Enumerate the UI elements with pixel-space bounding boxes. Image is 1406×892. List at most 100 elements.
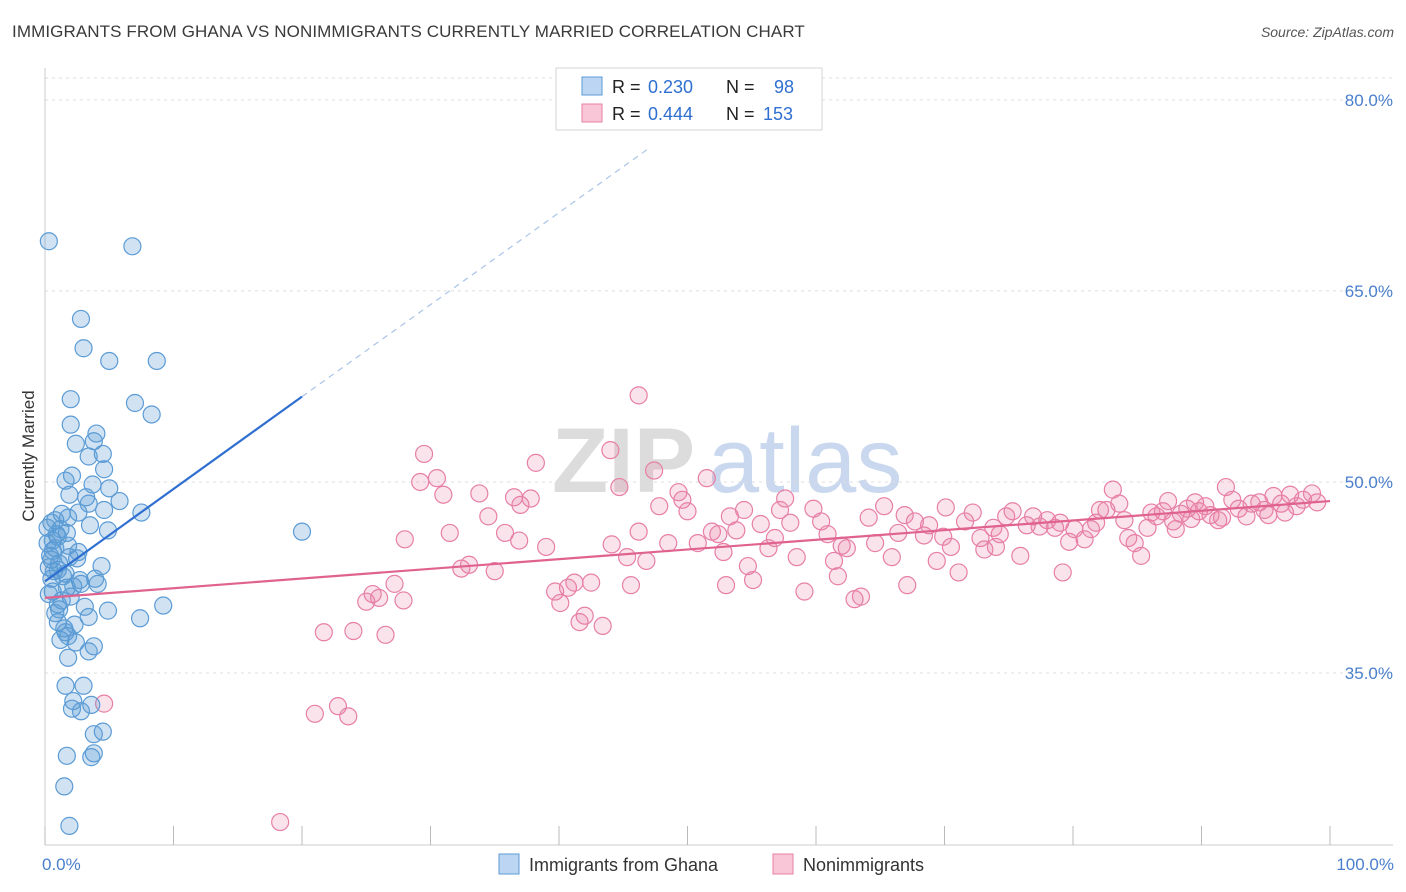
legend-r-value-nonimmigrants: 0.444 <box>648 104 693 124</box>
nonimmigrant-point <box>394 591 413 610</box>
ghana-point <box>38 518 57 537</box>
watermark-atlas: atlas <box>708 410 902 512</box>
nonimmigrants-trend-line <box>44 499 1331 599</box>
nonimmigrant-point <box>1024 507 1043 526</box>
ghana-point <box>82 695 101 714</box>
ghana-point <box>100 479 119 498</box>
ghana-points <box>38 232 312 835</box>
nonimmigrant-point <box>1053 563 1072 582</box>
ghana-point <box>79 447 98 466</box>
ghana-point <box>61 390 80 409</box>
ghana-point <box>74 676 93 695</box>
nonimmigrant-point <box>610 477 629 497</box>
nonimmigrant-point <box>659 534 678 553</box>
nonimmigrant-point <box>440 523 459 543</box>
ghana-point <box>123 237 142 256</box>
ghana-point <box>80 516 100 535</box>
legend-swatch-nonimmigrants <box>581 103 603 123</box>
y-tick-label: 65.0% <box>1345 282 1393 301</box>
nonimmigrant-point <box>866 534 885 553</box>
nonimmigrant-point <box>537 537 556 557</box>
nonimmigrant-point <box>1132 546 1151 565</box>
nonimmigrant-point <box>601 441 620 460</box>
nonimmigrant-point <box>859 508 878 527</box>
ghana-point <box>60 485 79 504</box>
nonimmigrant-point <box>905 512 925 531</box>
nonimmigrant-point <box>678 502 697 521</box>
bottom-legend-swatch-nonimmigrants <box>772 853 794 875</box>
nonimmigrant-point <box>1275 503 1295 522</box>
source-label: Source: ZipAtlas.com <box>1260 24 1394 40</box>
nonimmigrant-point <box>738 556 757 576</box>
ghana-point <box>64 577 83 596</box>
ghana-point <box>50 600 69 619</box>
ghana-point <box>66 434 85 453</box>
nonimmigrant-point <box>673 490 692 509</box>
nonimmigrant-point <box>832 536 851 555</box>
nonimmigrant-point <box>510 531 529 550</box>
nonimmigrant-point <box>621 576 641 595</box>
nonimmigrant-point <box>370 588 389 607</box>
ghana-point <box>55 777 74 796</box>
x-ticks <box>44 826 1331 845</box>
ghana-point <box>39 232 58 251</box>
nonimmigrant-point <box>709 525 728 544</box>
ghana-point <box>41 546 60 565</box>
nonimmigrant-point <box>776 489 795 508</box>
ghana-point <box>79 607 98 627</box>
nonimmigrant-point <box>602 535 621 554</box>
nonimmigrant-point <box>521 489 540 508</box>
legend-r-value-ghana: 0.230 <box>648 77 693 97</box>
ghana-point <box>65 615 84 634</box>
x-tick-label-max: 100.0% <box>1336 855 1394 874</box>
nonimmigrant-point <box>376 625 395 644</box>
ghana-point <box>75 597 94 616</box>
nonimmigrant-point <box>875 497 894 516</box>
nonimmigrant-point <box>1185 493 1205 512</box>
nonimmigrant-point <box>949 563 968 582</box>
nonimmigrant-point <box>963 503 982 522</box>
nonimmigrant-point <box>650 497 669 516</box>
legend-n-label-nonimmigrants: N = <box>726 104 755 124</box>
nonimmigrant-point <box>986 537 1006 557</box>
nonimmigrant-point <box>716 576 736 595</box>
nonimmigrant-point <box>751 514 770 534</box>
ghana-point <box>71 702 91 721</box>
nonimmigrant-point <box>618 548 637 567</box>
ghana-point <box>56 471 75 490</box>
ghana-point <box>130 609 150 628</box>
nonimmigrant-point <box>824 551 844 571</box>
ghana-point <box>57 746 76 765</box>
nonimmigrant-point <box>271 812 290 832</box>
nonimmigrant-point <box>781 513 800 532</box>
nonimmigrant-point <box>479 507 498 526</box>
nonimmigrant-point <box>1011 546 1030 565</box>
ghana-point <box>61 415 80 434</box>
nonimmigrant-point <box>898 576 917 595</box>
nonimmigrant-point <box>895 505 914 525</box>
ghana-point <box>86 569 105 588</box>
nonimmigrant-point <box>575 606 594 625</box>
ghana-point <box>95 460 114 479</box>
nonimmigrant-point <box>971 528 990 548</box>
ghana-point <box>44 562 64 581</box>
nonimmigrant-point <box>551 593 570 613</box>
nonimmigrant-point <box>787 548 806 567</box>
y-tick-label: 50.0% <box>1345 473 1393 492</box>
nonimmigrant-point <box>427 469 447 488</box>
nonimmigrant-point <box>941 537 961 557</box>
nonimmigrant-point <box>565 573 584 592</box>
ghana-point <box>43 541 62 560</box>
nonimmigrant-point <box>1075 530 1094 549</box>
chart-title: IMMIGRANTS FROM GHANA VS NONIMMIGRANTS C… <box>12 22 805 41</box>
nonimmigrant-point <box>305 704 324 723</box>
nonimmigrant-point <box>629 386 648 405</box>
nonimmigrant-point <box>975 540 994 559</box>
ghana-point <box>39 584 58 604</box>
ghana-point <box>100 351 119 371</box>
ghana-point <box>147 351 166 371</box>
nonimmigrant-point <box>837 539 856 558</box>
ghana-point <box>79 642 98 661</box>
nonimmigrant-point <box>919 516 939 535</box>
